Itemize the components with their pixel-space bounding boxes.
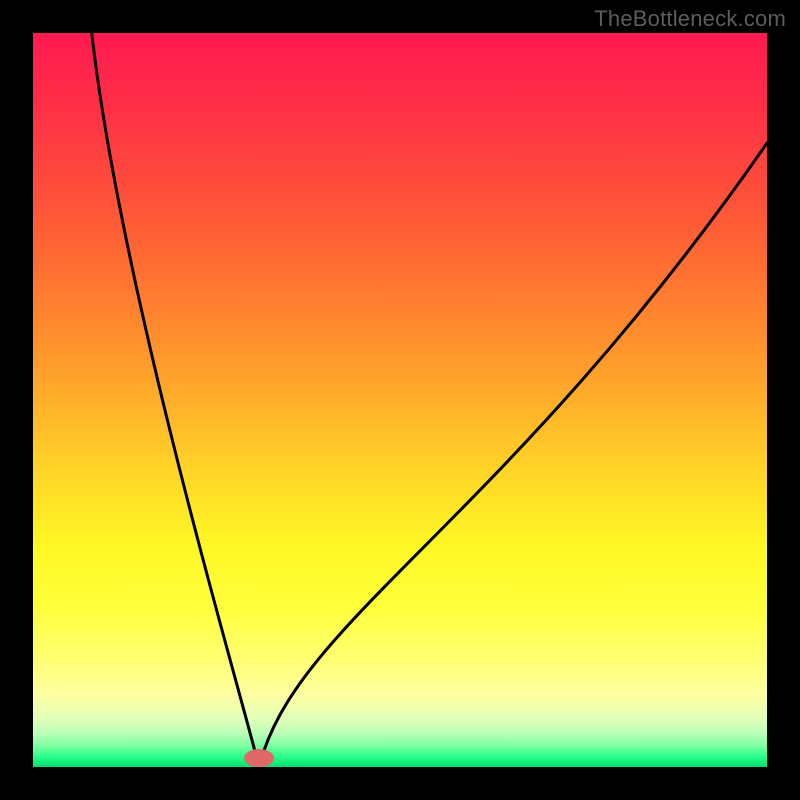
bottleneck-chart — [0, 0, 800, 800]
watermark-text: TheBottleneck.com — [594, 6, 786, 32]
chart-background-gradient — [33, 33, 767, 767]
chart-root: { "watermark": "TheBottleneck.com", "plo… — [0, 0, 800, 800]
optimal-point-marker — [244, 749, 274, 767]
